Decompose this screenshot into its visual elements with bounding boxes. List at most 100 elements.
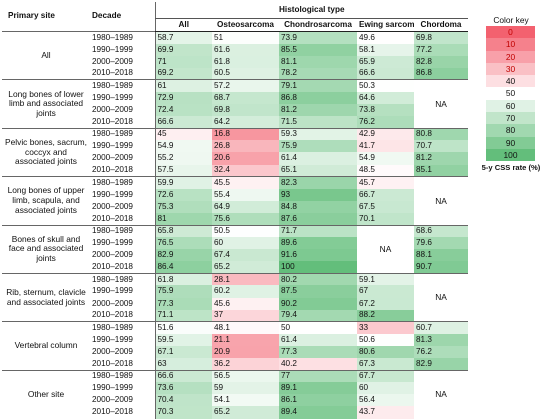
table-row: 2010–2018 81 75.6 87.6 70.1 <box>2 212 468 225</box>
decade-cell: 1990–1999 <box>92 141 133 151</box>
value-cell-chondrosarcoma: 71.7 <box>279 224 357 238</box>
value-cell-chondrosarcoma: 87.5 <box>279 285 357 298</box>
value-cell-all: 73.6 <box>154 382 212 395</box>
value-cell-chondrosarcoma: 40.2 <box>279 358 357 371</box>
value-cell-chordoma: 77.2 <box>414 43 469 56</box>
value-cell-ewing-sarcoma: 67 <box>357 285 414 298</box>
value-cell-all: 82.9 <box>154 249 212 262</box>
decade-cell: 1990–1999 <box>92 238 133 248</box>
color-key-title: Color key <box>493 15 529 25</box>
table-row: 1990–1999 69.9 61.6 85.5 58.1 77.2 <box>2 43 469 56</box>
value-cell-chondrosarcoma: 73.9 <box>279 30 357 44</box>
value-cell-all: 81 <box>154 212 212 225</box>
value-cell-chondrosarcoma: 90.2 <box>279 297 357 310</box>
value-cell-ewing-sarcoma: 48.5 <box>357 164 414 177</box>
value-cell-ewing-sarcoma: 50.3 <box>357 79 414 92</box>
table-row: 1990–1999 72.9 68.7 86.8 64.6 <box>2 91 468 105</box>
table-body: All 1980–1989 58.7 51 73.9 49.6 69.8 1990–1999 6… <box>2 30 469 419</box>
table-row: 2000–2009 67.1 20.9 77.3 80.6 76.2 <box>2 345 469 359</box>
value-cell-chordoma: 60.7 <box>414 321 469 334</box>
na-cell: NA <box>357 224 414 274</box>
value-cell-osteosarcoma: 65.2 <box>212 261 279 274</box>
value-cell-ewing-sarcoma: 70.1 <box>357 212 414 225</box>
value-cell-ewing-sarcoma: 67.7 <box>357 369 414 383</box>
primary-site-cell: Bones of skull and face and associated j… <box>2 224 90 274</box>
value-cell-chondrosarcoma: 79.1 <box>279 79 357 92</box>
value-cell-osteosarcoma: 28.1 <box>212 272 279 286</box>
value-cell-chordoma: 80.8 <box>414 127 469 141</box>
color-key-swatch: 30 <box>486 62 535 76</box>
decade-cell: 2000–2009 <box>92 153 133 163</box>
value-cell-chondrosarcoma: 80.2 <box>279 272 357 286</box>
value-cell-all: 66.6 <box>154 369 212 383</box>
primary-site-cell: All <box>2 30 90 80</box>
decade-cell: 2010–2018 <box>92 358 133 368</box>
primary-site-cell: Other site <box>2 369 90 419</box>
table-row: 1990–1999 73.6 59 89.1 60 <box>2 382 468 395</box>
value-cell-chondrosarcoma: 100 <box>279 261 357 274</box>
value-cell-chondrosarcoma: 81.2 <box>279 104 357 117</box>
value-cell-chondrosarcoma: 81.1 <box>279 55 357 68</box>
value-cell-all: 61 <box>154 79 212 92</box>
histological-type-header: Histological type <box>154 2 469 19</box>
color-key-swatch: 60 <box>486 99 535 113</box>
table-row: Rib, sternum, clavicle and associated jo… <box>2 272 469 322</box>
value-cell-ewing-sarcoma: 65.9 <box>357 55 414 68</box>
value-cell-all: 58.7 <box>154 30 212 44</box>
decade-cell: 2000–2009 <box>92 346 133 356</box>
value-cell-osteosarcoma: 67.4 <box>212 249 279 262</box>
value-cell-chordoma: 85.1 <box>414 164 469 177</box>
value-cell-all: 75.3 <box>154 200 212 213</box>
value-cell-ewing-sarcoma: 33 <box>357 321 414 334</box>
color-key-swatch: 40 <box>486 75 535 88</box>
na-cell: NA <box>414 79 469 129</box>
value-cell-chordoma: 76.2 <box>414 345 469 359</box>
value-cell-all: 75.9 <box>154 285 212 298</box>
color-key-swatch: 100 <box>486 148 535 162</box>
na-cell: NA <box>414 369 469 419</box>
table-row: 1990–1999 54.9 26.8 75.9 41.7 70.7 <box>2 140 469 153</box>
value-cell-ewing-sarcoma: 58.1 <box>357 43 414 56</box>
value-cell-osteosarcoma: 36.2 <box>212 358 279 371</box>
decade-cell: 2010–2018 <box>92 165 133 175</box>
value-cell-all: 54.9 <box>154 140 212 153</box>
value-cell-chordoma: 69.8 <box>414 30 469 44</box>
decade-header: Decade <box>92 11 122 21</box>
decade-cell: 1980–1989 <box>90 30 155 44</box>
decade-cell: 2000–2009 <box>92 56 133 66</box>
table-row: 2000–2009 75.3 64.9 84.8 67.5 <box>2 200 468 213</box>
value-cell-all: 71 <box>154 55 212 68</box>
value-cell-all: 51.6 <box>154 321 212 334</box>
table-row: 1990–1999 59.5 21.1 61.4 50.6 81.3 <box>2 333 469 346</box>
value-cell-chordoma: 88.1 <box>414 249 469 262</box>
value-cell-chondrosarcoma: 89.1 <box>279 382 357 395</box>
table-row: 2000–2009 71 61.8 81.1 65.9 82.8 <box>2 55 469 68</box>
table-row: 2000–2009 82.9 67.4 91.6 88.1 <box>2 249 469 262</box>
decade-cell: 2000–2009 <box>92 250 133 260</box>
decade-cell: 1990–1999 <box>92 286 133 296</box>
value-cell-chondrosarcoma: 82.3 <box>279 176 357 189</box>
decade-cell: 1990–1999 <box>92 334 133 344</box>
value-cell-all: 72.9 <box>154 91 212 105</box>
value-cell-osteosarcoma: 55.4 <box>212 188 279 201</box>
value-cell-chondrosarcoma: 78.2 <box>279 67 357 80</box>
value-cell-osteosarcoma: 16.8 <box>212 127 279 141</box>
value-cell-ewing-sarcoma: 66.7 <box>357 188 414 201</box>
value-cell-ewing-sarcoma: 54.9 <box>357 152 414 165</box>
value-cell-all: 76.5 <box>154 237 212 250</box>
value-cell-all: 59.9 <box>154 176 212 189</box>
value-cell-osteosarcoma: 26.8 <box>212 140 279 153</box>
decade-cell: 1990–1999 <box>92 383 133 393</box>
primary-site-header: Primary site <box>8 11 55 21</box>
value-cell-ewing-sarcoma: 60 <box>357 382 414 395</box>
decade-cell: 1980–1989 <box>90 272 155 286</box>
value-cell-ewing-sarcoma: 76.2 <box>357 116 414 129</box>
primary-site-cell: Long bones of upper limb, scapula, and a… <box>2 176 90 225</box>
decade-cell: 1990–1999 <box>92 92 133 102</box>
value-cell-ewing-sarcoma: 45.7 <box>357 176 414 189</box>
value-cell-ewing-sarcoma: 67.3 <box>357 358 414 371</box>
color-key-swatch: 50 <box>486 87 535 100</box>
value-cell-osteosarcoma: 64.2 <box>212 116 279 129</box>
decade-cell: 2010–2018 <box>92 116 133 126</box>
value-cell-chondrosarcoma: 79.4 <box>279 309 357 322</box>
